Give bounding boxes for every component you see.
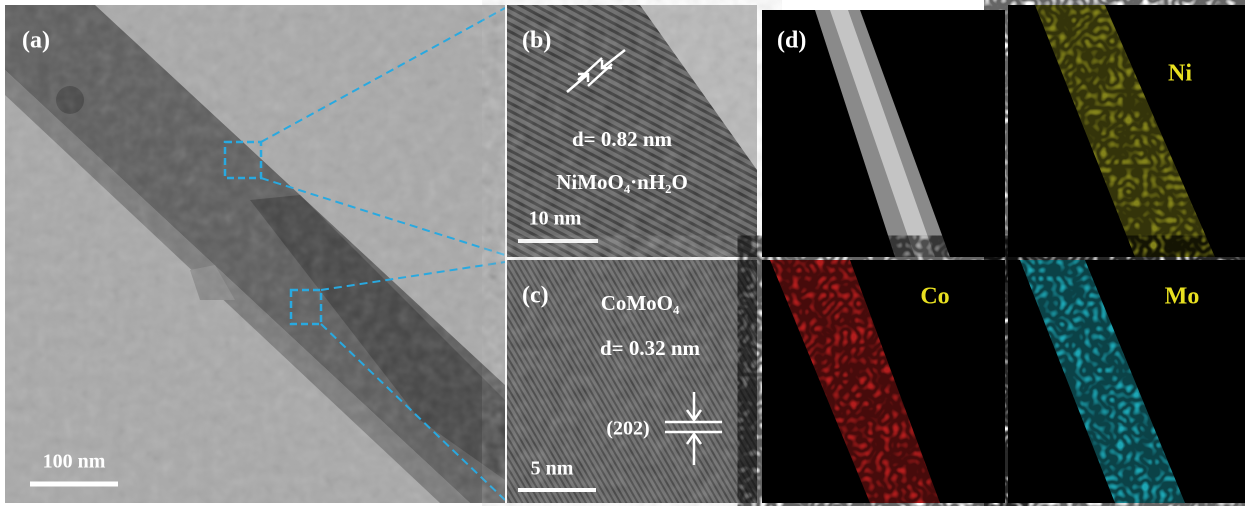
panel-a bbox=[5, 5, 505, 503]
phase-label: CoMoO₄ bbox=[601, 291, 680, 315]
element-label: Mo bbox=[1165, 284, 1200, 310]
scale-label: 10 nm bbox=[529, 208, 582, 230]
phase-label: NiMoO₄·nH₂O bbox=[556, 170, 688, 194]
panel-c bbox=[507, 260, 757, 503]
d-spacing: d= 0.32 nm bbox=[600, 336, 701, 360]
scale-label: 100 nm bbox=[43, 451, 106, 473]
panel-label: (c) bbox=[522, 283, 549, 309]
element-label: Ni bbox=[1168, 61, 1192, 87]
element-label: Co bbox=[920, 284, 949, 310]
scale-label: 5 nm bbox=[531, 458, 574, 480]
panel-label: (b) bbox=[522, 28, 551, 54]
d-spacing: d= 0.82 nm bbox=[572, 127, 673, 151]
panel-label: (d) bbox=[777, 28, 806, 54]
panel-label: (a) bbox=[22, 28, 50, 54]
plane-label: (202) bbox=[606, 418, 649, 440]
panel-d bbox=[762, 5, 1245, 503]
panel-b bbox=[507, 5, 757, 257]
